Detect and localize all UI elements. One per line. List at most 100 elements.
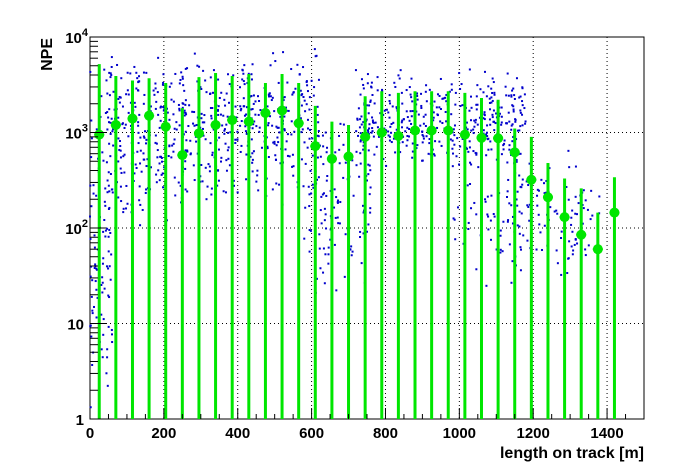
scatter-point (286, 154, 289, 157)
scatter-point (518, 210, 521, 213)
scatter-point (411, 150, 414, 153)
scatter-point (524, 122, 527, 125)
scatter-point (306, 146, 309, 149)
scatter-point (365, 179, 368, 182)
scatter-point (95, 268, 98, 271)
scatter-point (405, 110, 408, 113)
scatter-point (507, 94, 510, 97)
scatter-point (498, 112, 501, 115)
scatter-point (251, 152, 254, 155)
scatter-point (255, 125, 258, 128)
scatter-point (466, 128, 469, 131)
scatter-point (410, 115, 413, 118)
scatter-point (210, 117, 213, 120)
scatter-point (574, 195, 577, 198)
scatter-point (290, 133, 293, 136)
profile-point (227, 115, 238, 126)
scatter-point (483, 111, 486, 114)
scatter-point (543, 182, 546, 185)
scatter-point (154, 141, 157, 144)
y-tick-label: 102 (65, 218, 88, 238)
scatter-point (146, 158, 149, 161)
scatter-point (416, 98, 419, 101)
scatter-point (138, 199, 141, 202)
scatter-point (240, 144, 243, 147)
scatter-point (360, 262, 363, 265)
scatter-point (106, 356, 109, 359)
scatter-point (436, 113, 439, 116)
scatter-point (227, 73, 230, 76)
scatter-point (311, 137, 314, 140)
scatter-point (137, 89, 140, 92)
scatter-point (145, 165, 148, 168)
scatter-point (310, 192, 313, 195)
scatter-point (371, 130, 374, 133)
scatter-point (371, 93, 374, 96)
scatter-point (95, 288, 98, 291)
scatter-point (278, 131, 281, 134)
scatter-point (286, 81, 289, 84)
scatter-point (319, 209, 322, 212)
scatter-point (145, 138, 148, 141)
scatter-point (400, 121, 403, 124)
scatter-point (256, 169, 259, 172)
scatter-point (442, 97, 445, 100)
scatter-point (385, 164, 388, 167)
scatter-point (302, 96, 305, 99)
scatter-point (476, 84, 479, 87)
scatter-point (421, 159, 424, 162)
scatter-point (89, 237, 92, 240)
scatter-point (506, 72, 509, 75)
scatter-point (338, 134, 341, 137)
scatter-point (333, 188, 336, 191)
scatter-point (489, 123, 492, 126)
scatter-point (90, 335, 93, 338)
scatter-point (175, 121, 178, 124)
scatter-point (521, 178, 524, 181)
scatter-point (234, 105, 237, 108)
scatter-point (518, 174, 521, 177)
scatter-point (185, 113, 188, 116)
scatter-point (500, 123, 503, 126)
scatter-point (224, 191, 227, 194)
scatter-point (273, 110, 276, 113)
scatter-point (210, 114, 213, 117)
scatter-point (107, 267, 110, 270)
profile-point (127, 113, 138, 124)
scatter-point (399, 69, 402, 72)
scatter-point (428, 142, 431, 145)
x-tick-label: 1000 (443, 425, 476, 442)
scatter-point (212, 69, 215, 72)
scatter-point (392, 121, 395, 124)
scatter-point (513, 97, 516, 100)
scatter-point (405, 89, 408, 92)
scatter-point (245, 113, 248, 116)
scatter-point (126, 71, 129, 74)
scatter-point (493, 93, 496, 96)
scatter-point (472, 132, 475, 135)
scatter-point (411, 100, 414, 103)
scatter-point (203, 121, 206, 124)
scatter-point (142, 135, 145, 138)
scatter-point (445, 120, 448, 123)
scatter-point (476, 123, 479, 126)
scatter-point (227, 157, 230, 160)
scatter-point (475, 213, 478, 216)
scatter-point (104, 235, 107, 238)
scatter-point (119, 149, 122, 152)
scatter-point (103, 218, 106, 221)
scatter-point (202, 134, 205, 137)
scatter-point (327, 246, 330, 249)
scatter-point (225, 123, 228, 126)
scatter-point (500, 106, 503, 109)
profile-point (509, 147, 520, 158)
scatter-point (117, 196, 120, 199)
scatter-point (184, 149, 187, 152)
scatter-point (108, 190, 111, 193)
scatter-point (337, 199, 340, 202)
scatter-point (110, 333, 113, 336)
scatter-point (181, 75, 184, 78)
profile-point (94, 129, 105, 140)
scatter-point (136, 150, 139, 153)
